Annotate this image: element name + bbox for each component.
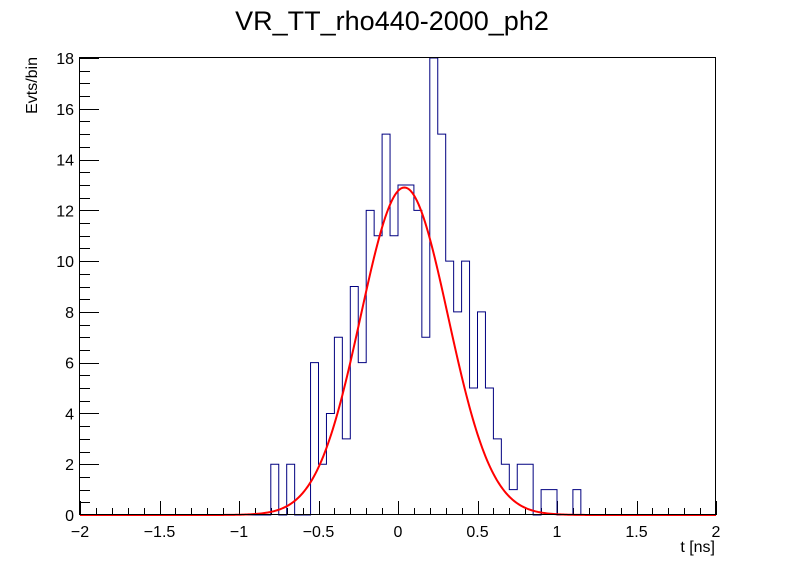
histogram-bin (485, 388, 493, 515)
x-tick-label: −2 (71, 524, 89, 541)
histogram-bin (478, 312, 486, 515)
y-tick-label: 14 (56, 153, 74, 170)
x-tick-label: −1 (230, 524, 248, 541)
histogram-bin (541, 490, 549, 515)
histogram-bin (573, 490, 581, 515)
y-axis-title: Evts/bin (24, 57, 41, 114)
histogram-outline (80, 57, 716, 516)
histogram-bin (470, 388, 478, 515)
plot-marks (80, 57, 716, 516)
y-tick-label: 18 (56, 51, 74, 68)
histogram-bin (271, 464, 279, 515)
histogram-bin (549, 490, 557, 515)
histogram-bin (374, 236, 382, 515)
x-tick-label: 1 (553, 524, 562, 541)
y-tick-label: 8 (65, 305, 74, 322)
histogram-bin (350, 287, 358, 516)
axis-ticks: −2 −1.5 −1 −0.5 0 0.5 1 1.5 2 0 2 4 6 8 10 12 14 16 18 (56, 51, 720, 541)
y-tick-label: 16 (56, 102, 74, 119)
histogram-bin (446, 261, 454, 515)
y-tick-label: 4 (65, 406, 74, 423)
gaussian-fit-curve (80, 186, 716, 516)
histogram-bin (422, 337, 430, 515)
chart-title: VR_TT_rho440-2000_ph2 (235, 6, 549, 36)
x-tick-label: −0.5 (303, 524, 335, 541)
x-tick-label: 1.5 (625, 524, 647, 541)
y-tick-label: 0 (65, 508, 74, 525)
x-axis-title: t [ns] (680, 539, 715, 556)
histogram-bin (334, 337, 342, 515)
histogram-bin (398, 185, 406, 515)
y-tick-label: 10 (56, 254, 74, 271)
histogram-bin (438, 134, 446, 515)
plot-frame (79, 57, 716, 515)
x-tick-label: 0.5 (466, 524, 488, 541)
histogram-bin (382, 134, 390, 515)
histogram-bin (390, 236, 398, 515)
y-tick-label: 12 (56, 203, 74, 220)
histogram-bin (311, 363, 319, 515)
y-tick-label: 6 (65, 356, 74, 373)
histogram-bin (430, 58, 438, 515)
histogram-bin (287, 464, 295, 515)
histogram-bin (358, 363, 366, 515)
histogram-bin (414, 210, 422, 515)
histogram-bin (366, 210, 374, 515)
histogram-bin (406, 185, 414, 515)
x-tick-label: −1.5 (144, 524, 176, 541)
x-tick-label: 2 (712, 524, 721, 541)
x-tick-label: 0 (394, 524, 403, 541)
histogram-bin (342, 439, 350, 515)
y-tick-label: 2 (65, 457, 74, 474)
